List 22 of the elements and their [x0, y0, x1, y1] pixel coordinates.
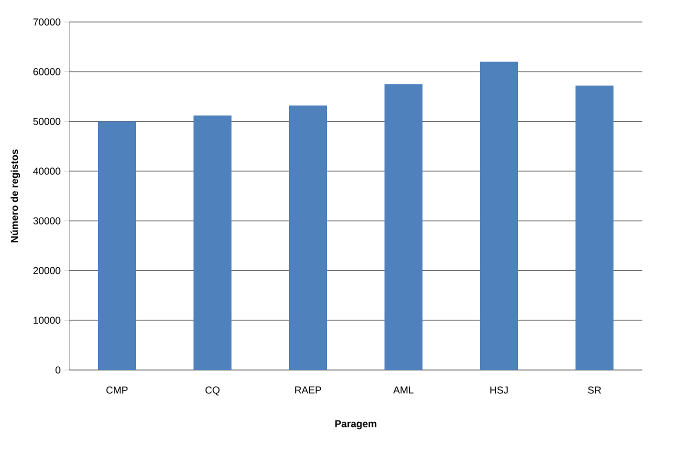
bar	[194, 115, 232, 370]
y-tick-label: 10000	[34, 316, 60, 324]
y-tick-label: 20000	[33, 267, 60, 274]
x-tick-label: HSJ	[490, 386, 508, 394]
y-tick-label: 50000	[33, 118, 60, 125]
y-tick-label: 30000	[33, 217, 60, 224]
x-tick-label: CQ	[206, 386, 220, 396]
bar	[289, 106, 327, 370]
bar	[576, 86, 614, 370]
bar	[98, 121, 136, 370]
y-tick-label: 70000	[33, 18, 60, 26]
x-tick-label: SR	[588, 386, 601, 394]
x-tick-label: AML	[393, 386, 414, 394]
x-tick-label: CMP	[106, 386, 128, 394]
y-tick-label: 60000	[33, 68, 60, 76]
bar	[480, 62, 518, 370]
y-tick-label: 0	[56, 366, 60, 374]
y-axis-title: Número de registos	[10, 149, 20, 242]
x-axis-title: Paragem	[335, 420, 376, 430]
bar	[384, 84, 422, 370]
x-tick-label: RAEP	[295, 386, 322, 394]
y-tick-label: 40000	[33, 168, 60, 175]
